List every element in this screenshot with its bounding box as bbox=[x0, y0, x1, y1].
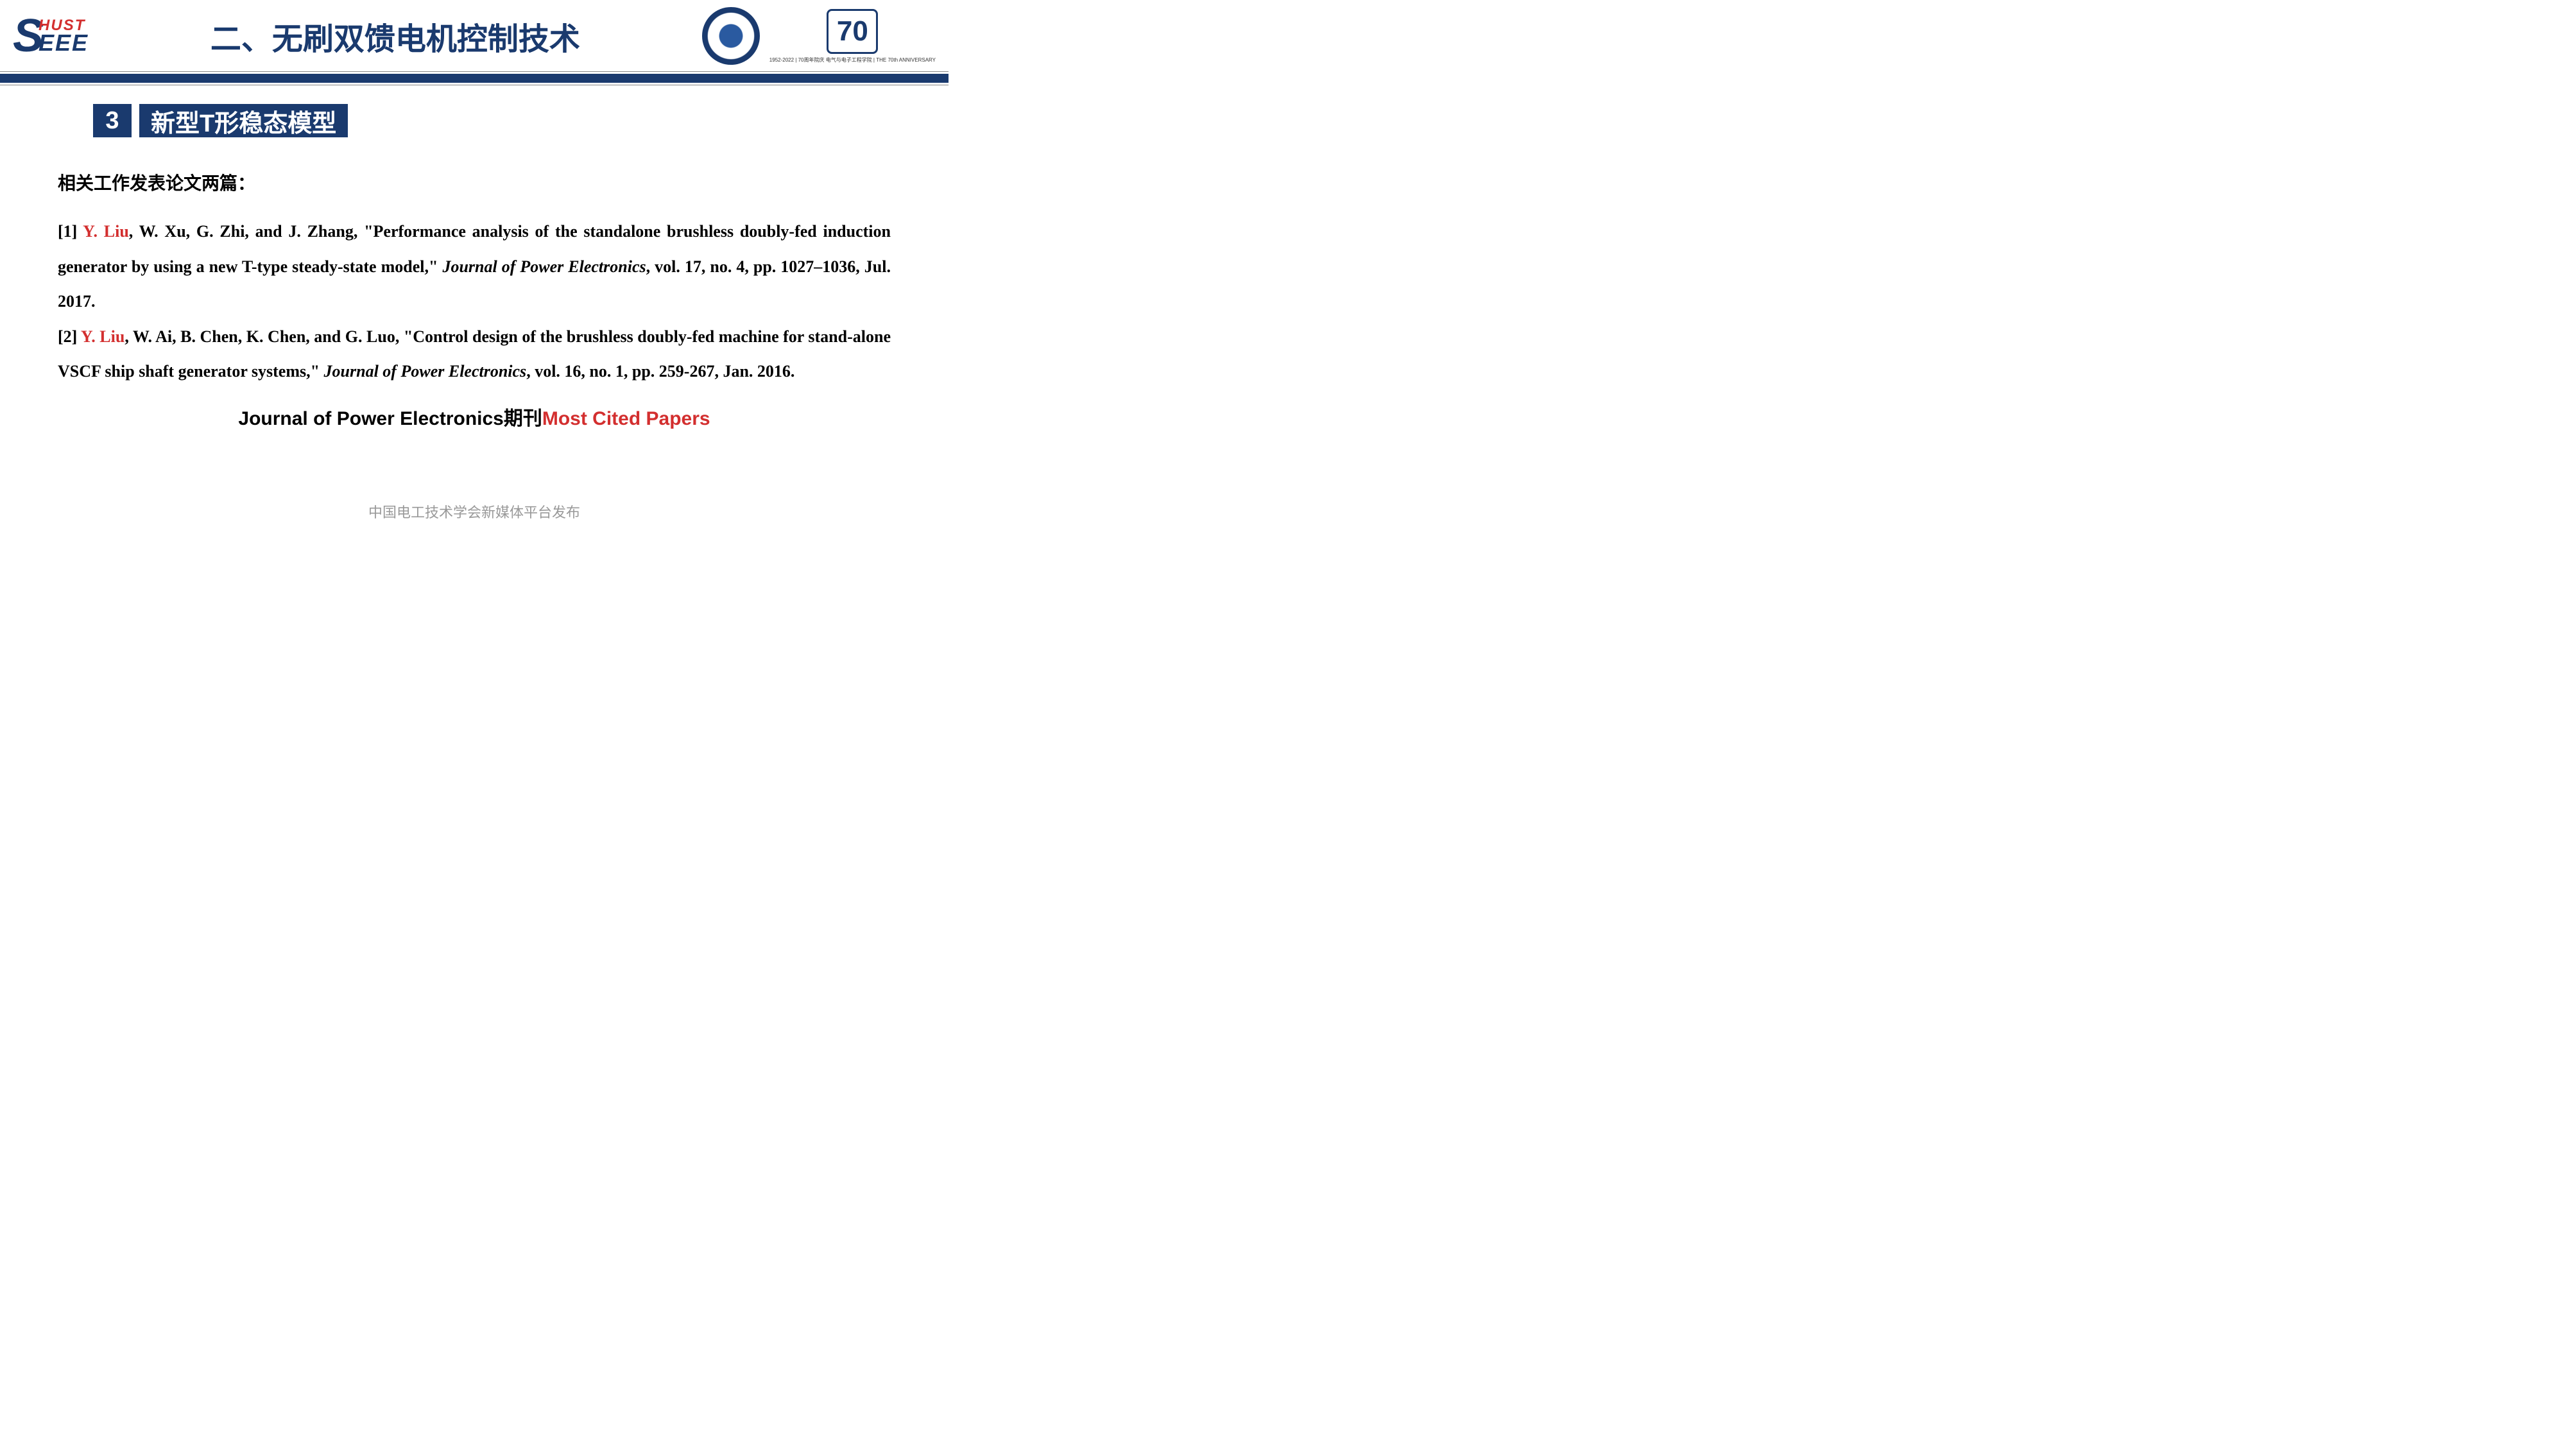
right-badges: 70 1952-2022 | 70周年院庆 电气与电子工程学院 | THE 70… bbox=[702, 7, 936, 65]
header-divider bbox=[0, 72, 949, 85]
content-area: 相关工作发表论文两篇： [1] Y. Liu, W. Xu, G. Zhi, a… bbox=[58, 169, 891, 431]
university-seal-icon bbox=[702, 7, 760, 65]
anniversary-subtext: 1952-2022 | 70周年院庆 电气与电子工程学院 | THE 70th … bbox=[769, 56, 936, 64]
reference-2: [2] Y. Liu, W. Ai, B. Chen, K. Chen, and… bbox=[58, 320, 891, 390]
footer-watermark: 中国电工技术学会新媒体平台发布 bbox=[0, 501, 949, 522]
ref2-author: Y. Liu bbox=[81, 327, 125, 346]
section-header: 3 新型T形稳态模型 bbox=[93, 104, 949, 137]
logo-eee-text: EEE bbox=[39, 33, 89, 53]
highlight-line: Journal of Power Electronics期刊Most Cited… bbox=[58, 402, 891, 431]
section-number-badge: 3 bbox=[93, 104, 132, 137]
ref1-author: Y. Liu bbox=[83, 222, 129, 241]
highlight-part2: Most Cited Papers bbox=[542, 408, 710, 429]
highlight-part1: Journal of Power Electronics期刊 bbox=[238, 408, 542, 429]
ref2-journal: Journal of Power Electronics bbox=[324, 362, 527, 381]
intro-text: 相关工作发表论文两篇： bbox=[58, 169, 891, 195]
ref2-text2: , vol. 16, no. 1, pp. 259-267, Jan. 2016… bbox=[526, 362, 794, 381]
anniversary-badge: 70 1952-2022 | 70周年院庆 电气与电子工程学院 | THE 70… bbox=[769, 9, 936, 64]
section-title-badge: 新型T形稳态模型 bbox=[139, 104, 348, 137]
ref1-journal: Journal of Power Electronics bbox=[442, 257, 646, 276]
anniversary-70-icon: 70 bbox=[827, 9, 878, 54]
slide-header: S HUST EEE 二、无刷双馈电机控制技术 70 1952-2022 | 7… bbox=[0, 0, 949, 72]
logo-text-group: HUST EEE bbox=[39, 19, 89, 53]
ref1-prefix: [1] bbox=[58, 222, 83, 241]
slide-main-title: 二、无刷双馈电机控制技术 bbox=[89, 13, 702, 58]
hust-seee-logo: S HUST EEE bbox=[13, 15, 89, 57]
reference-1: [1] Y. Liu, W. Xu, G. Zhi, and J. Zhang,… bbox=[58, 214, 891, 320]
ref2-prefix: [2] bbox=[58, 327, 81, 346]
